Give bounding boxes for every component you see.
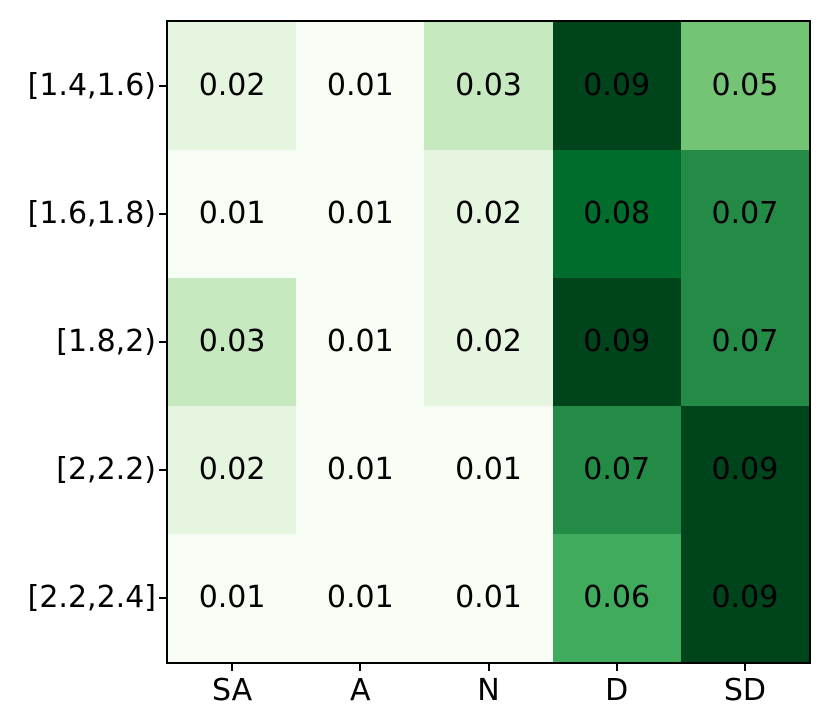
heatmap-cell: 0.03 [424,22,553,150]
x-tick-label: D [605,673,629,708]
heatmap-cell: 0.07 [552,406,681,534]
heatmap-cell: 0.01 [168,534,297,662]
heatmap-cell: 0.09 [552,278,681,406]
heatmap-cell: 0.01 [168,150,297,278]
x-tick-mark [487,664,490,671]
heatmap-cell: 0.01 [296,150,425,278]
x-tick-label: A [350,673,371,708]
heatmap-cell: 0.01 [296,22,425,150]
heatmap-cell: 0.01 [296,406,425,534]
heatmap-cell: 0.02 [168,406,297,534]
heatmap-cell: 0.08 [552,150,681,278]
x-tick-mark [231,664,234,671]
x-tick-mark [743,664,746,671]
y-tick-mark [159,85,166,87]
heatmap-cell: 0.03 [168,278,297,406]
x-tick-label: SD [723,673,766,708]
x-tick-label: N [477,673,500,708]
y-tick-mark [159,341,166,343]
heatmap-grid: 0.02 0.01 0.03 0.09 0.05 0.01 0.01 0.02 0.08 0.07… [168,22,809,662]
y-tick-mark [159,469,166,471]
heatmap-cell: 0.01 [424,406,553,534]
heatmap-cell: 0.07 [680,278,809,406]
heatmap-cell: 0.05 [680,22,809,150]
heatmap-cell: 0.06 [552,534,681,662]
y-tick-label: [1.6,1.8) [27,196,156,231]
y-tick-mark [159,597,166,599]
heatmap-cell: 0.09 [552,22,681,150]
heatmap-cell: 0.01 [424,534,553,662]
y-tick-mark [159,213,166,215]
heatmap-cell: 0.01 [296,278,425,406]
heatmap-cell: 0.02 [168,22,297,150]
y-tick-label: [1.8,2) [56,324,156,359]
heatmap-cell: 0.09 [680,406,809,534]
y-tick-label: [2.2,2.4] [27,580,156,615]
x-tick-mark [359,664,362,671]
heatmap-cell: 0.07 [680,150,809,278]
x-tick-label: SA [212,673,253,708]
heatmap-cell: 0.09 [680,534,809,662]
heatmap-cell: 0.01 [296,534,425,662]
heatmap-plot-area: 0.02 0.01 0.03 0.09 0.05 0.01 0.01 0.02 0.08 0.07… [166,20,811,664]
y-tick-label: [1.4,1.6) [27,68,156,103]
y-tick-label: [2,2.2) [56,452,156,487]
heatmap-cell: 0.02 [424,150,553,278]
heatmap-cell: 0.02 [424,278,553,406]
x-tick-mark [615,664,618,671]
